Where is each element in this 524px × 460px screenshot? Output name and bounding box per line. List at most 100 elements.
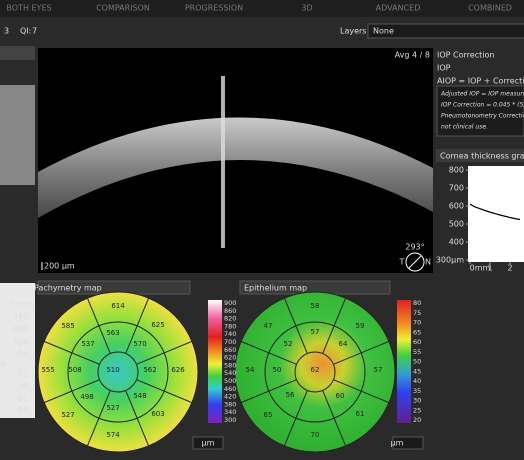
left-header	[0, 46, 35, 60]
unit-label[interactable]: μm	[391, 439, 404, 448]
map-value: 52	[284, 340, 293, 348]
map-value: 65	[264, 411, 273, 419]
x-tick-label: 2	[507, 264, 512, 273]
nasal-label: N	[425, 258, 431, 267]
zone-divider	[333, 379, 390, 404]
map-title[interactable]: Epithelium map	[244, 284, 307, 293]
map-value: 548	[133, 392, 146, 400]
scale-label: 20	[413, 416, 421, 424]
layers-value: None	[373, 27, 394, 36]
iop-note: IOP Correction = 0.045 * (554 -	[441, 102, 524, 109]
map-value: 56	[286, 391, 295, 399]
map-value: 614	[111, 302, 125, 310]
zone-divider	[125, 390, 150, 447]
avg-label: Avg 4 / 8	[395, 51, 430, 60]
cornea-arc	[38, 117, 433, 218]
y-tick-label: 800	[449, 166, 464, 175]
scale-label: 200 μm	[44, 262, 75, 271]
table-cell: 72	[18, 370, 28, 379]
scale-label: 300	[224, 416, 236, 424]
map-value: 510	[106, 366, 119, 374]
iop-line: AIOP = IOP + Correction	[437, 77, 524, 86]
scale-label: 75	[413, 309, 421, 317]
tab[interactable]: COMBINED	[468, 4, 512, 13]
tab[interactable]: 3D	[301, 4, 312, 13]
scale-label: 820	[224, 315, 236, 323]
iop-note: not clinical use.	[441, 124, 488, 131]
pachy-unit-button[interactable]	[192, 436, 224, 450]
unit-label[interactable]: μm	[202, 439, 215, 448]
map-value: 537	[81, 340, 94, 348]
iop-notes-box	[436, 85, 524, 137]
map-value: 70	[311, 431, 320, 439]
map-value: 527	[61, 411, 74, 419]
scale-label: 420	[224, 393, 236, 401]
zone-divider	[333, 340, 390, 365]
qi-value: 7	[32, 27, 37, 36]
map-value: 47	[264, 322, 273, 330]
y-tick-label: 600	[449, 202, 464, 211]
map-value: 555	[41, 366, 54, 374]
table-header: ls	[0, 360, 6, 369]
map-value: 574	[106, 431, 120, 439]
eye-label: 3	[4, 27, 9, 36]
map-value: 508	[68, 366, 81, 374]
scale-label: 580	[224, 361, 236, 369]
scale-label: 500	[224, 377, 236, 385]
layers-dropdown[interactable]	[367, 23, 524, 39]
map-value: 603	[151, 410, 164, 418]
epi-unit-button[interactable]	[392, 436, 424, 450]
tab[interactable]: ADVANCED	[376, 4, 421, 13]
table-header: 7 mm	[10, 300, 33, 309]
zone-divider	[86, 297, 111, 354]
map-value: 626	[171, 366, 185, 374]
scale-label: 45	[413, 367, 421, 375]
scale-label: 860	[224, 307, 236, 315]
map-value: 570	[133, 340, 146, 348]
tab[interactable]: PROGRESSION	[185, 4, 243, 13]
map-value: 585	[61, 322, 74, 330]
map-value: 62	[311, 366, 320, 374]
fundus-thumbnail	[0, 85, 35, 185]
scale-label: 70	[413, 319, 421, 327]
zone-divider	[283, 390, 308, 447]
table-cell: 558	[13, 338, 28, 347]
y-tick-label: 700	[449, 184, 464, 193]
iop-line: IOP Correction	[437, 51, 494, 60]
map-value: 625	[151, 321, 164, 329]
qi-label: QI:	[20, 27, 31, 36]
scale-label: 340	[224, 408, 236, 416]
scale-label: 460	[224, 385, 236, 393]
zone-divider	[86, 390, 111, 447]
pachy-map: 614 585 563 625 537 570 555 508 510 562 626 498 548 5…	[37, 291, 199, 453]
y-tick-label: 300μm	[436, 256, 464, 265]
table-cell: -54	[15, 406, 28, 415]
zone-divider	[240, 340, 297, 365]
scale-label: 65	[413, 328, 421, 336]
tab[interactable]: COMPARISON	[96, 4, 150, 13]
temporal-label: T	[399, 258, 405, 267]
graph-title: Cornea thickness graph	[440, 152, 524, 161]
map-value: 59	[356, 322, 365, 330]
iop-note: Pneumotonometry Correction is	[441, 113, 524, 120]
x-tick-label: 0mm	[470, 264, 491, 273]
map-title[interactable]: Pachymetry map	[34, 284, 102, 293]
table-cell: 510	[13, 312, 28, 321]
scale-label: 30	[413, 397, 421, 405]
zone-ring	[264, 321, 366, 423]
scale-label: 540	[224, 369, 236, 377]
scale-label: 620	[224, 354, 236, 362]
scale-label: 900	[224, 299, 236, 307]
table-cell: -11	[15, 394, 28, 403]
angle-label: 293°	[405, 243, 424, 252]
tab[interactable]: BOTH EYES	[6, 4, 51, 13]
zone-divider	[322, 297, 347, 354]
x-tick-label: 1	[487, 264, 492, 273]
table-cell: -78	[15, 351, 28, 360]
scale-label: 55	[413, 348, 421, 356]
map-value: 50	[273, 366, 282, 374]
zone-divider	[322, 390, 347, 447]
zone-divider	[240, 379, 297, 404]
map-value: 61	[356, 410, 365, 418]
